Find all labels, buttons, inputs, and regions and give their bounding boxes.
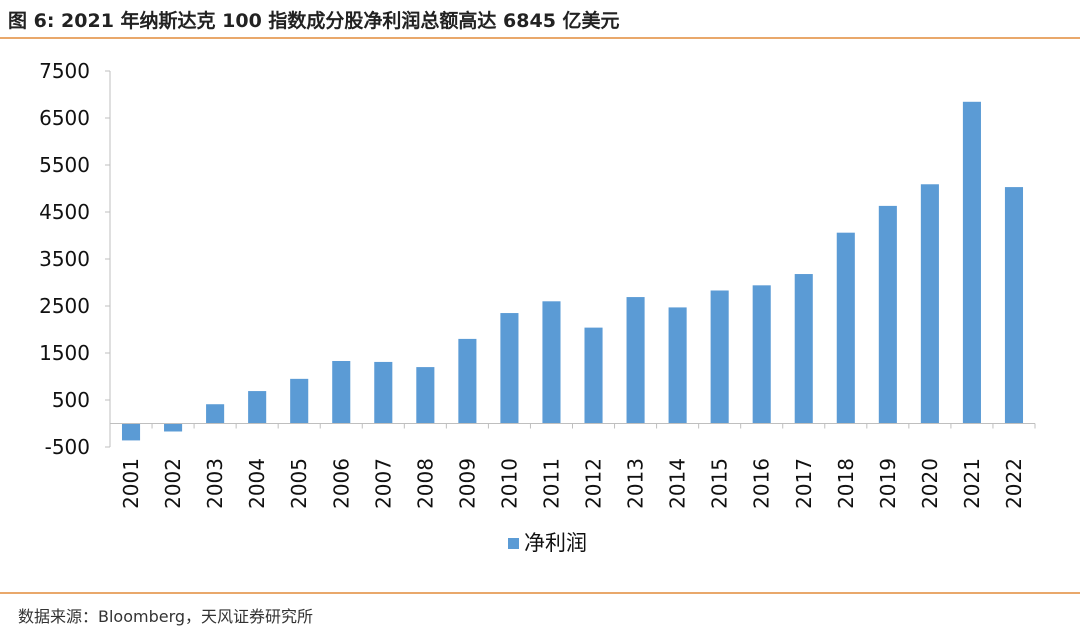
y-tick-label: -500 [45, 435, 90, 459]
bar-2011 [542, 301, 561, 424]
y-tick-label: 1500 [39, 341, 90, 365]
bar-2010 [500, 313, 519, 424]
x-tick-label: 2019 [876, 458, 900, 509]
x-axis: 2001 2002 2003 2004 2005 2006 2007 2008 2009 2010… [109, 423, 1036, 509]
bar-2001 [121, 423, 141, 441]
bar-2019 [878, 205, 897, 424]
legend-swatch [508, 538, 519, 549]
y-tick-label: 7500 [39, 59, 90, 83]
y-axis: -500 500 1500 2500 3500 4500 5500 6500 7500 [39, 59, 111, 459]
y-tick-label: 2500 [39, 294, 90, 318]
bottom-divider [0, 592, 1080, 594]
bar-2009 [458, 338, 477, 424]
legend-label: 净利润 [524, 531, 587, 555]
bar-2021 [962, 101, 981, 424]
bars [121, 101, 1024, 441]
x-tick-label: 2009 [455, 458, 479, 509]
x-tick-label: 2001 [119, 458, 143, 509]
x-tick-label: 2008 [413, 458, 437, 509]
x-tick-label: 2015 [708, 458, 732, 509]
y-tick-label: 5500 [39, 153, 90, 177]
chart-title: 图 6: 2021 年纳斯达克 100 指数成分股净利润总额高达 6845 亿美… [8, 10, 620, 32]
bar-2013 [626, 297, 645, 424]
x-tick-label: 2011 [539, 458, 563, 509]
bar-2006 [332, 360, 351, 424]
x-tick-label: 2012 [582, 458, 606, 509]
bar-2020 [920, 184, 939, 424]
bar-2002 [164, 423, 183, 432]
x-tick-label: 2020 [918, 458, 942, 509]
bar-chart: -500 500 1500 2500 3500 4500 5500 6500 7500 2001… [39, 59, 1036, 555]
y-tick-label: 4500 [39, 200, 90, 224]
y-tick-label: 3500 [39, 247, 90, 271]
bar-2018 [836, 232, 855, 424]
x-tick-label: 2021 [960, 458, 984, 509]
bar-2008 [416, 367, 435, 424]
x-tick-label: 2010 [497, 458, 521, 509]
legend: 净利润 [508, 531, 587, 555]
x-tick-label: 2006 [329, 458, 353, 509]
bar-2016 [752, 285, 771, 424]
x-tick-label: 2022 [1002, 458, 1026, 509]
bar-2007 [374, 361, 393, 424]
bar-2005 [290, 378, 309, 424]
x-tick-label: 2017 [792, 458, 816, 509]
bar-2004 [248, 391, 267, 424]
x-tick-label: 2007 [371, 458, 395, 509]
source-note: 数据来源：Bloomberg，天风证券研究所 [18, 607, 314, 626]
bar-2014 [668, 307, 687, 424]
x-tick-label: 2016 [750, 458, 774, 509]
x-tick-label: 2003 [203, 458, 227, 509]
bar-2022 [1004, 187, 1024, 424]
bar-2012 [584, 327, 603, 424]
top-divider [0, 37, 1080, 39]
y-tick-label: 500 [52, 388, 90, 412]
x-tick-label: 2013 [624, 458, 648, 509]
x-tick-label: 2004 [245, 458, 269, 509]
bar-2003 [206, 404, 225, 424]
bar-2017 [794, 274, 813, 424]
x-tick-label: 2018 [834, 458, 858, 509]
x-tick-label: 2005 [287, 458, 311, 509]
x-tick-label: 2014 [666, 458, 690, 509]
x-tick-label: 2002 [161, 458, 185, 509]
y-tick-label: 6500 [39, 106, 90, 130]
bar-2015 [710, 290, 729, 424]
